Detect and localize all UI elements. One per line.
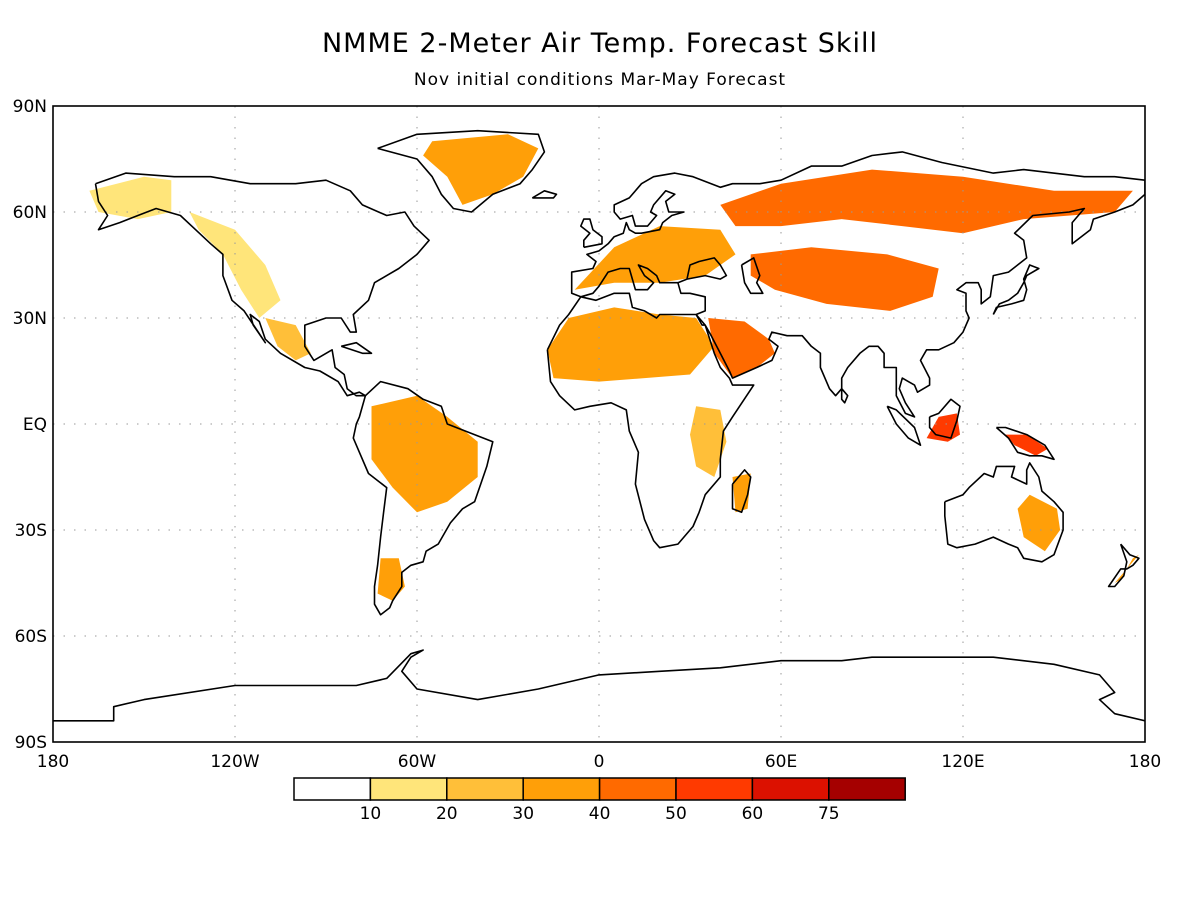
map-subtitle: Nov initial conditions Mar-May Forecast <box>413 70 787 90</box>
lon-label-1: 120W <box>210 752 259 772</box>
colorbar-swatch-5 <box>675 777 754 801</box>
coastline-16 <box>340 341 373 355</box>
colorbar-label-0: 10 <box>360 804 382 824</box>
skill-region-16 <box>377 558 405 601</box>
coastline-4 <box>944 462 1064 563</box>
lon-label-6: 180 <box>1129 752 1161 772</box>
skill-region-2 <box>574 226 736 290</box>
skill-region-13 <box>732 473 751 513</box>
skill-region-9 <box>1017 494 1061 552</box>
coastline-10 <box>580 218 603 249</box>
coastline-15 <box>840 388 849 404</box>
skill-region-14 <box>1108 554 1139 587</box>
lat-label-3: EQ <box>23 415 47 435</box>
skill-region-12 <box>690 406 727 477</box>
longitude-labels: 180 120W 60W 0 60E 120E 180 <box>37 752 1161 772</box>
coastline-2 <box>352 380 494 616</box>
lat-label-2: 30N <box>13 309 47 329</box>
colorbar-label-4: 50 <box>665 804 687 824</box>
lat-label-5: 60S <box>15 627 47 647</box>
skill-region-5 <box>423 134 539 205</box>
colorbar-label-5: 60 <box>742 804 764 824</box>
lat-label-0: 90N <box>13 97 47 117</box>
lon-label-0: 180 <box>37 752 69 772</box>
coastline-1 <box>377 129 546 213</box>
graticule <box>53 106 1145 742</box>
colorbar-swatch-2 <box>446 777 524 801</box>
skill-region-3 <box>547 307 715 382</box>
lon-label-2: 60W <box>398 752 437 772</box>
skill-shading-layer <box>89 134 1139 601</box>
coastline-9 <box>992 264 1040 315</box>
colorbar-label-1: 20 <box>436 804 458 824</box>
skill-region-0 <box>720 169 1133 234</box>
skill-region-11 <box>265 318 311 361</box>
coastline-8 <box>995 426 1055 461</box>
coastline-7 <box>886 405 922 446</box>
coastline-3 <box>546 151 1145 549</box>
colorbar-swatch-1 <box>369 777 448 801</box>
skill-region-1 <box>750 247 939 311</box>
colorbar-swatch-0 <box>293 777 372 801</box>
map-title: NMME 2-Meter Air Temp. Forecast Skill <box>321 28 879 59</box>
coastline-6 <box>928 398 961 439</box>
coastline-layer <box>53 129 1145 722</box>
colorbar-swatch-6 <box>751 777 830 801</box>
colorbar-swatch-3 <box>522 777 601 801</box>
lon-label-5: 120E <box>941 752 984 772</box>
lat-label-4: 30S <box>15 521 47 541</box>
skill-region-8 <box>1005 434 1048 456</box>
colorbar-label-2: 30 <box>512 804 534 824</box>
skill-region-6 <box>371 395 478 513</box>
coastline-14 <box>740 257 764 295</box>
latitude-labels: 90N 60N 30N EQ 30S 60S 90S <box>13 97 47 753</box>
lat-label-1: 60N <box>13 203 47 223</box>
colorbar: 10 20 30 40 50 60 75 <box>293 777 906 824</box>
coastline-12 <box>1107 543 1140 588</box>
coastline-0 <box>94 172 430 397</box>
lat-label-6: 90S <box>15 733 47 753</box>
colorbar-swatch-4 <box>598 777 677 801</box>
colorbar-label-3: 40 <box>589 804 611 824</box>
coastline-13 <box>53 649 1145 722</box>
coastline-5 <box>731 469 752 514</box>
map-frame <box>52 105 1146 743</box>
lon-label-4: 60E <box>765 752 797 772</box>
coastline-11 <box>531 190 558 199</box>
lon-label-3: 0 <box>594 752 605 772</box>
skill-region-15 <box>89 176 172 220</box>
colorbar-swatch-7 <box>828 777 906 801</box>
colorbar-label-6: 75 <box>818 804 840 824</box>
